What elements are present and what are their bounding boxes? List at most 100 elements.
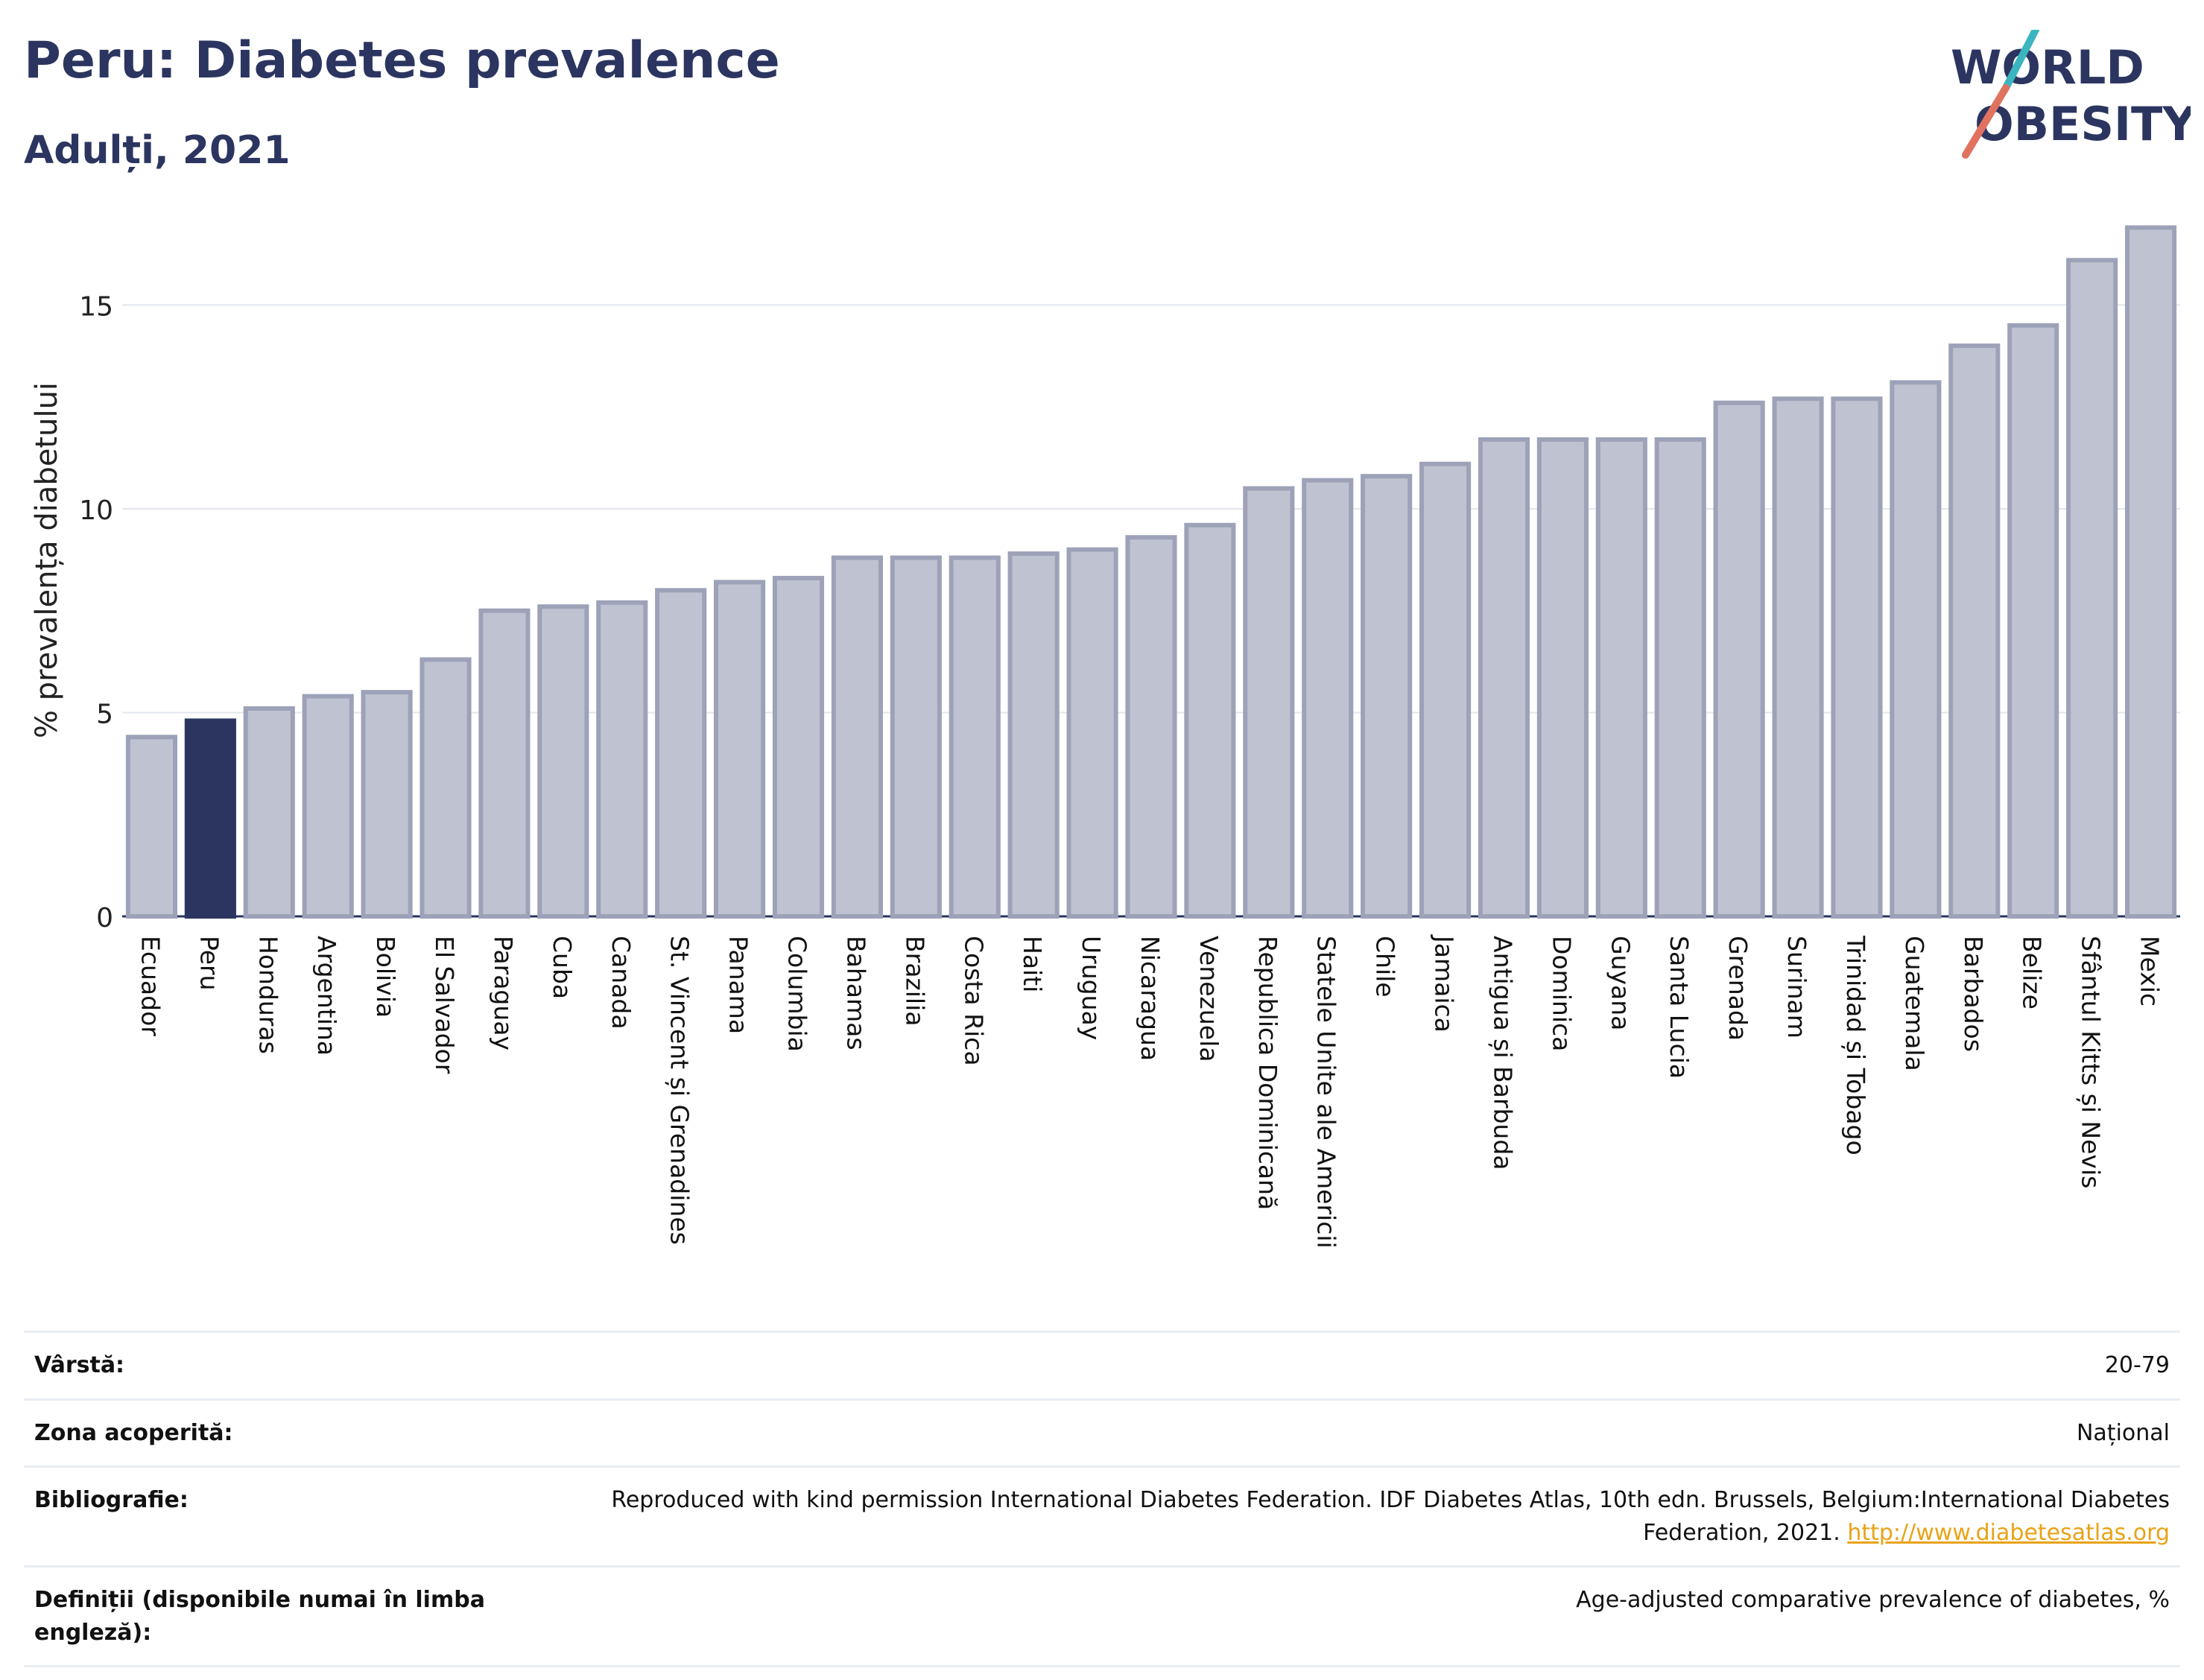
x-tick-label: Belize — [2018, 936, 2047, 1009]
bar[interactable] — [184, 718, 236, 919]
bar[interactable] — [949, 555, 1001, 919]
bar[interactable] — [1419, 461, 1472, 919]
y-tick-label: 15 — [79, 291, 113, 322]
bar[interactable] — [1654, 437, 1706, 919]
bar[interactable] — [1007, 551, 1060, 919]
x-tick-label: Haiti — [1018, 936, 1047, 992]
x-tick-label: Ecuador — [136, 936, 165, 1036]
info-value-text: Reproduced with kind permission Internat… — [611, 1487, 2170, 1546]
x-tick-label: Columbia — [783, 936, 812, 1052]
y-tick-label: 0 — [96, 903, 113, 933]
info-value-text: Age-adjusted comparative prevalence of d… — [1576, 1587, 2170, 1613]
x-tick-label: Venezuela — [1194, 936, 1223, 1062]
bar[interactable] — [302, 694, 354, 919]
bar[interactable] — [2066, 258, 2118, 919]
bar[interactable] — [1066, 547, 1118, 919]
bar[interactable] — [1361, 474, 1413, 919]
bar[interactable] — [772, 575, 825, 919]
bar[interactable] — [655, 588, 707, 919]
x-tick-label: Mexic — [2135, 936, 2165, 1007]
logo-slash-teal — [2002, 30, 2039, 92]
x-tick-label: Peru — [194, 936, 224, 991]
info-value: Reproduced with kind permission Internat… — [522, 1467, 2180, 1567]
info-value: Age-adjusted comparative prevalence of d… — [522, 1567, 2180, 1667]
x-tick-label: Chile — [1371, 936, 1400, 998]
bar-chart: 0 5 10 15 Ecuador Peru Honduras Argentina Boliv… — [30, 225, 2180, 1249]
bar[interactable] — [1772, 396, 1824, 919]
x-tick-label: El Salvador — [430, 936, 459, 1074]
info-label: Bibliografie: — [34, 1487, 189, 1513]
info-label: Zona acoperită: — [34, 1419, 233, 1446]
info-row: Definiții (disponibile numai în limba en… — [24, 1566, 2180, 1667]
x-tick-labels: Ecuador Peru Honduras Argentina Bolivia El Sa… — [136, 934, 2164, 1249]
bar[interactable] — [1890, 380, 1942, 919]
x-tick-label: Santa Lucia — [1665, 936, 1694, 1079]
info-row: Vârstă: 20-79 — [24, 1331, 2180, 1400]
x-tick-label: Statele Unite ale Americii — [1312, 936, 1341, 1249]
x-tick-label: Guatemala — [1900, 936, 1929, 1071]
info-table: Vârstă: 20-79 Zona acoperită: Național Bibli… — [24, 1331, 2180, 1667]
x-tick-label: Bahamas — [841, 936, 870, 1050]
x-tick-label: Sfântul Kitts și Nevis — [2077, 936, 2106, 1188]
x-tick-label: Canada — [607, 936, 636, 1030]
y-tick-label: 5 — [96, 699, 113, 729]
bar[interactable] — [1478, 437, 1530, 919]
world-obesity-logo: WORLD OBESITY — [1951, 30, 2191, 159]
info-value: Național — [522, 1399, 2180, 1467]
x-tick-label: Grenada — [1723, 936, 1752, 1041]
info-value-text: 20-79 — [2104, 1352, 2170, 1378]
x-tick-label: Paraguay — [489, 936, 518, 1050]
bar[interactable] — [2007, 323, 2059, 919]
x-tick-label: Nicaragua — [1136, 936, 1165, 1061]
x-tick-label: Panama — [724, 936, 753, 1034]
logo-word-obesity: OBESITY — [1975, 97, 2191, 151]
bar[interactable] — [1595, 437, 1647, 919]
x-tick-label: Dominica — [1547, 936, 1576, 1051]
bar[interactable] — [1948, 343, 2001, 919]
bar[interactable] — [1536, 437, 1589, 919]
bar[interactable] — [478, 608, 531, 919]
x-tick-label: Bolivia — [371, 936, 400, 1018]
x-tick-label: Guyana — [1606, 936, 1635, 1030]
bar[interactable] — [125, 735, 178, 919]
bar[interactable] — [1831, 396, 1883, 919]
x-tick-label: Argentina — [312, 936, 341, 1056]
x-tick-label: Cuba — [548, 936, 577, 999]
logo-slash-coral — [1962, 84, 2010, 159]
bar[interactable] — [1302, 478, 1354, 919]
x-tick-label: Surinam — [1782, 936, 1811, 1039]
bar[interactable] — [890, 555, 942, 919]
x-tick-label: Barbados — [1959, 936, 1988, 1052]
x-tick-label: Brazilia — [900, 936, 929, 1026]
info-row: Bibliografie: Reproduced with kind permis… — [24, 1466, 2180, 1567]
info-value: 20-79 — [522, 1332, 2180, 1400]
bar[interactable] — [596, 600, 648, 919]
info-label: Definiții (disponibile numai în limba en… — [34, 1587, 485, 1646]
info-row: Zona acoperită: Național — [24, 1399, 2180, 1467]
y-tick-label: 10 — [79, 495, 113, 526]
bar[interactable] — [419, 657, 472, 919]
bar[interactable] — [243, 706, 295, 919]
source-link[interactable]: http://www.diabetesatlas.org — [1847, 1519, 2170, 1546]
bars — [125, 225, 2177, 919]
x-tick-label: Honduras — [253, 936, 282, 1054]
bar[interactable] — [1243, 486, 1295, 919]
bar[interactable] — [537, 604, 589, 919]
info-value-text: Național — [2076, 1419, 2170, 1446]
bar[interactable] — [1184, 522, 1236, 919]
bar[interactable] — [361, 690, 413, 919]
x-tick-label: Costa Rica — [959, 936, 988, 1066]
page-subtitle: Adulți, 2021 — [24, 128, 291, 173]
bar[interactable] — [1713, 400, 1765, 919]
page-title: Peru: Diabetes prevalence — [24, 31, 780, 90]
x-tick-label: Jamaica — [1430, 934, 1459, 1033]
x-tick-label: Uruguay — [1077, 936, 1106, 1040]
y-tick-labels: 0 5 10 15 — [79, 291, 113, 933]
bar[interactable] — [1125, 535, 1177, 919]
bar[interactable] — [2124, 225, 2177, 919]
x-tick-label: St. Vincent și Grenadines — [665, 936, 694, 1245]
x-tick-label: Republica Dominicană — [1253, 936, 1282, 1210]
bar[interactable] — [831, 555, 883, 919]
bar[interactable] — [714, 580, 766, 919]
y-axis-label: % prevalența diabetului — [30, 382, 64, 738]
